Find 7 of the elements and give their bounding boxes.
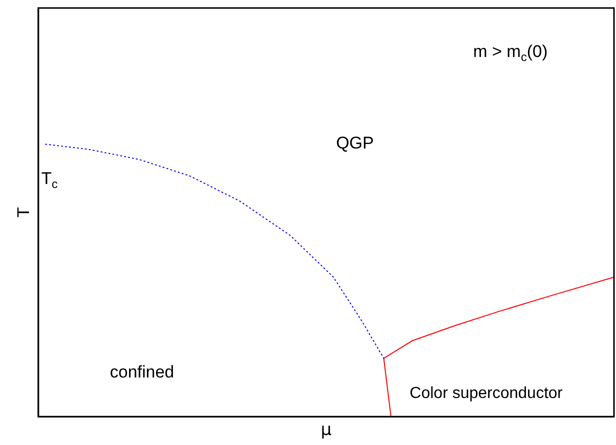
y-axis-title: T bbox=[14, 207, 33, 218]
annotation: Color superconductor bbox=[410, 385, 563, 402]
annotation: T$_{c}$ bbox=[41, 168, 58, 191]
text: m > m$_{c}$(0) bbox=[473, 42, 548, 64]
annotation: QGP bbox=[336, 133, 374, 152]
annotation: confined bbox=[110, 362, 174, 382]
x-axis-title: μ bbox=[320, 420, 332, 440]
